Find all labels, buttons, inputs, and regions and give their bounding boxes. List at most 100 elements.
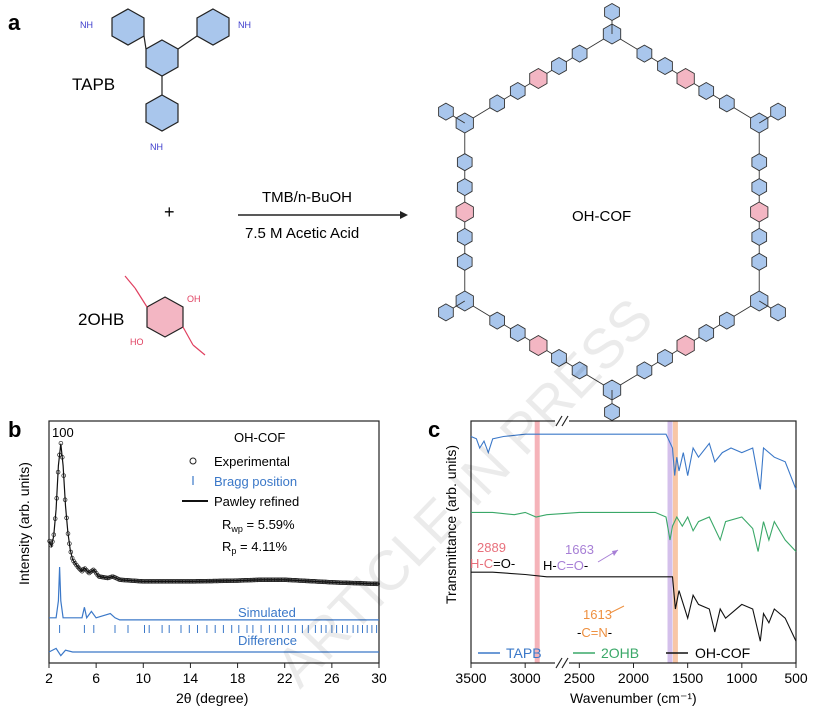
legend-tapb: TAPB <box>506 645 542 661</box>
product-label: OH-COF <box>572 208 631 225</box>
phenyl-ring <box>551 56 567 76</box>
ir-legend: TAPB 2OHB OH-COF <box>478 645 750 661</box>
2ohb-molecule <box>124 275 206 356</box>
phenyl-ring <box>551 348 567 368</box>
x-tick-label: 14 <box>183 670 199 686</box>
x-tick-label: 22 <box>277 670 293 686</box>
phenyl-ring <box>657 348 673 368</box>
series-tapb-line <box>470 433 797 490</box>
aldehyde-ring <box>676 67 695 90</box>
conditions-top: TMB/n-BuOH <box>262 189 352 206</box>
phenyl-ring <box>719 311 735 330</box>
phenyl-ring <box>456 178 473 197</box>
nh2-label: NH <box>80 20 93 30</box>
highlight-band-1663 <box>667 421 673 663</box>
phenyl-ring <box>751 178 768 197</box>
phenyl-ring <box>604 2 620 22</box>
peak-100-label: 100 <box>52 425 74 440</box>
phenyl-ring <box>438 102 454 121</box>
ann-1663-group: H-C=O- <box>543 558 588 573</box>
phenyl-ring <box>438 303 454 322</box>
x-tick-label: 500 <box>784 670 808 686</box>
phenyl-ring <box>604 402 620 422</box>
x-tick-label: 3500 <box>455 670 486 686</box>
difference-label: Difference <box>238 633 297 648</box>
legend-experimental: Experimental <box>214 454 290 469</box>
aldehyde-ring <box>676 334 695 357</box>
x-tick-label: 3000 <box>510 670 541 686</box>
x-tick-label: 26 <box>324 670 340 686</box>
legend-title: OH-COF <box>234 430 285 445</box>
phenyl-ring <box>489 94 505 113</box>
conditions-bottom: 7.5 M Acetic Acid <box>245 225 359 242</box>
x-tick-label: 2500 <box>564 670 595 686</box>
phenyl-ring <box>636 361 653 380</box>
legend-2ohb: 2OHB <box>601 645 639 661</box>
highlight-band-1613 <box>672 421 678 663</box>
experimental-marker-icon <box>189 457 197 465</box>
phenyl-ring <box>719 94 735 113</box>
rwp-text: Rwp = 5.59% <box>222 517 295 534</box>
difference-line <box>48 647 379 657</box>
experimental-point <box>86 570 92 576</box>
phenyl-ring <box>698 323 715 343</box>
ann-1663-value: 1663 <box>565 542 594 557</box>
simulated-label: Simulated <box>238 605 296 620</box>
ir-xlabel: Wavenumber (cm⁻¹) <box>570 690 697 706</box>
experimental-point <box>77 566 82 571</box>
phenyl-ring <box>456 252 473 271</box>
x-tick-label: 30 <box>371 670 387 686</box>
x-tick-label: 1500 <box>672 670 703 686</box>
ho-label: HO <box>130 337 144 347</box>
ir-plot <box>470 433 797 642</box>
phenyl-ring <box>456 153 473 172</box>
phenyl-ring <box>751 227 768 246</box>
ann-1663-arrow-icon <box>612 550 618 556</box>
experimental-point <box>85 569 91 574</box>
panel-a-label: a <box>8 10 21 35</box>
phenyl-ring <box>456 227 473 246</box>
phenyl-ring <box>770 102 786 121</box>
x-tick-label: 2000 <box>618 670 649 686</box>
pawley-line <box>48 443 380 585</box>
oh-label: OH <box>187 294 201 304</box>
ann-2889-group: H-C=O- <box>470 556 515 571</box>
x-tick-label: 6 <box>92 670 100 686</box>
phenyl-ring <box>509 81 526 101</box>
axis-break-icon <box>555 413 569 671</box>
ir-ylabel: Transmittance (arb. units) <box>443 445 459 604</box>
phenyl-ring <box>751 153 768 172</box>
panel-c-label: c <box>428 417 440 442</box>
phenyl-ring <box>657 56 673 76</box>
x-tick-label: 1000 <box>726 670 757 686</box>
ann-1613-group: -C=N- <box>577 625 612 640</box>
phenyl-ring <box>751 252 768 271</box>
nh2-label: NH <box>150 142 163 152</box>
ir-highlight-bands <box>534 421 678 663</box>
arrow-head-icon <box>400 211 408 219</box>
2ohb-label: 2OHB <box>78 310 124 329</box>
experimental-point <box>75 564 81 570</box>
x-tick-label: 10 <box>135 670 151 686</box>
rp-text: Rp = 4.11% <box>222 539 288 556</box>
x-tick-label: 18 <box>230 670 246 686</box>
phenyl-ring <box>509 323 526 343</box>
series-2ohb-line <box>471 511 797 552</box>
legend-ohcof: OH-COF <box>695 645 750 661</box>
series-oh-cof-line <box>471 571 797 642</box>
legend-bragg: Bragg position <box>214 474 297 489</box>
ann-1613-pointer <box>609 605 625 614</box>
highlight-band-2889 <box>534 421 540 663</box>
tapb-label: TAPB <box>72 75 115 94</box>
x-tick-label: 2 <box>45 670 53 686</box>
phenyl-ring <box>571 361 588 380</box>
ir-x-ticks: 3500 3000 2500 2000 1500 1000 500 <box>455 663 808 686</box>
simulated-line <box>49 566 379 621</box>
legend-pawley: Pawley refined <box>214 494 299 509</box>
experimental-point <box>82 566 88 571</box>
phenyl-ring <box>636 44 653 63</box>
aldehyde-ring <box>529 67 548 90</box>
xrd-plot <box>47 440 380 657</box>
phenyl-ring <box>698 81 715 101</box>
